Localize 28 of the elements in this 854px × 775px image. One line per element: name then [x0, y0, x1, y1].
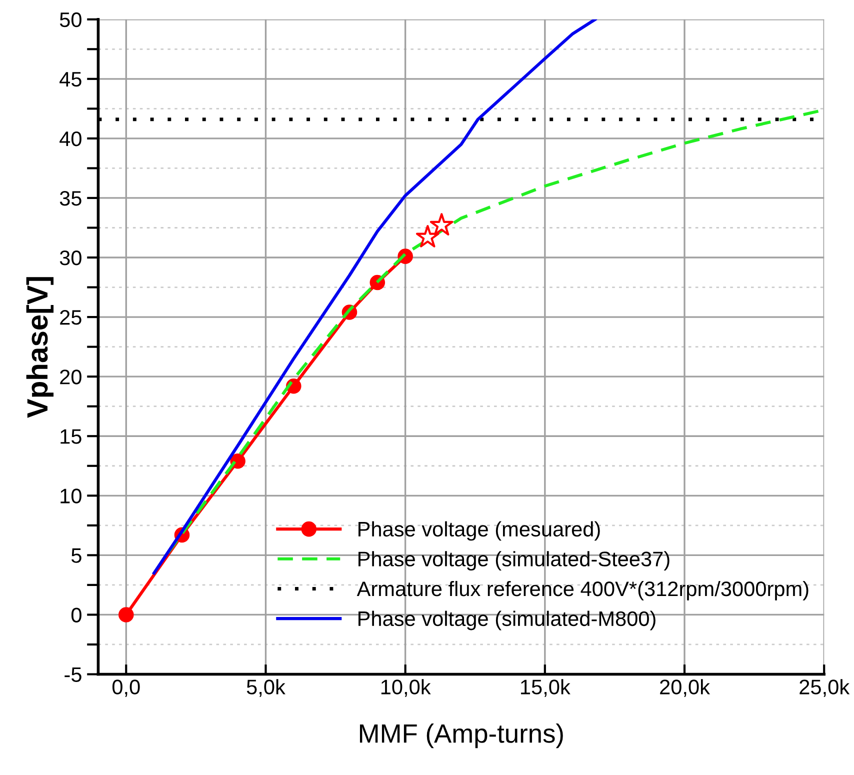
x-tick-label: 20,0k	[660, 679, 710, 697]
point	[230, 453, 246, 469]
y-tick-label: 35	[60, 190, 82, 206]
y-tick-label: 10	[60, 488, 82, 504]
legend-label: Phase voltage (simulated-M800)	[358, 610, 656, 630]
y-tick-label: 5	[71, 548, 82, 563]
x-axis-title: MMF (Amp-turns)	[360, 724, 563, 748]
y-axis-title: Vphase[V]	[26, 277, 54, 418]
y-tick-label: 25	[60, 310, 82, 325]
y-tick-label: 15	[60, 429, 82, 444]
x-tick-label: 5,0k	[246, 679, 286, 697]
legend-label: Phase voltage (simulated-Stee37)	[358, 551, 670, 571]
point	[118, 607, 134, 622]
y-tick-label: 20	[60, 370, 82, 384]
x-tick-label: 15,0k	[521, 679, 570, 697]
legend-label: Phase voltage (mesuared)	[358, 521, 600, 541]
y-tick-label: 50	[60, 12, 82, 28]
x-tick-label: 10,0k	[381, 679, 431, 697]
point	[416, 225, 440, 248]
y-tick-label: 30	[60, 250, 82, 266]
y-tick-label: 0	[71, 608, 82, 622]
x-tick-label: 25,0k	[800, 679, 850, 697]
y-tick-label: -5	[64, 667, 82, 682]
legend-label: Armature flux reference 400V*(312rpm/3000rpm)	[356, 580, 808, 600]
y-tick-label: 40	[60, 131, 82, 146]
y-tick-label: 45	[60, 72, 82, 87]
point	[430, 213, 454, 236]
x-tick-label: 0,0	[112, 680, 140, 697]
